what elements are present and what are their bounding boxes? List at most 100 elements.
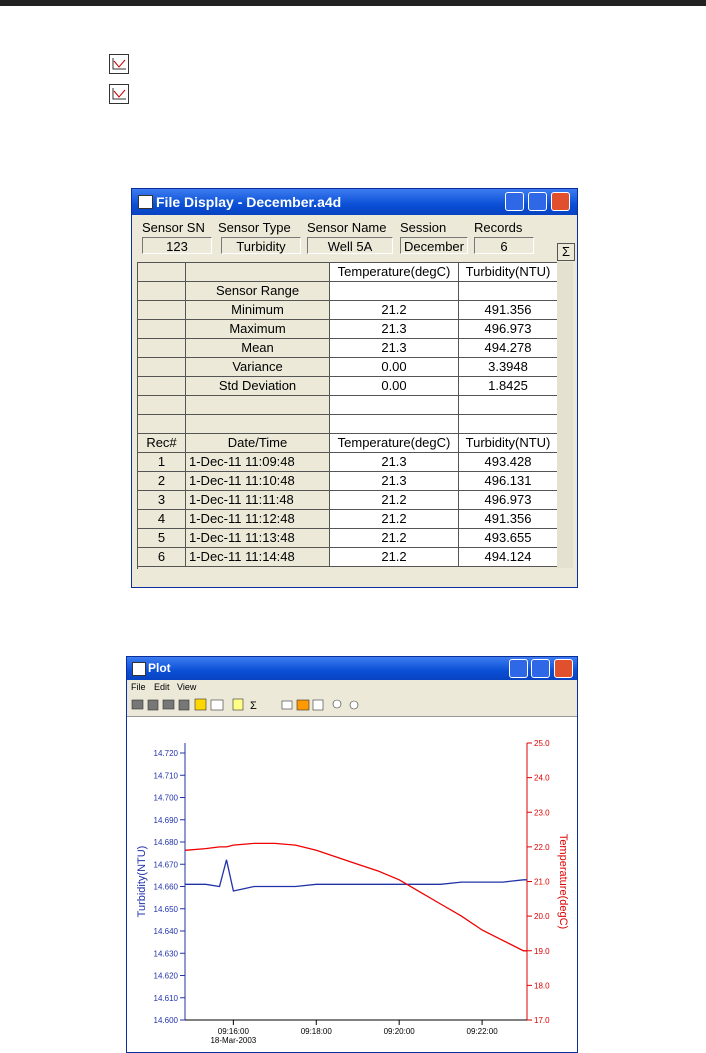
y2-tick-label: 17.0 (534, 1016, 550, 1025)
y2-axis-label: Temperature(degC) (557, 834, 569, 929)
column-header: Turbidity(NTU) (459, 263, 558, 282)
close-button[interactable] (551, 192, 570, 211)
stat-value: 0.00 (330, 377, 459, 396)
stat-value: 0.00 (330, 358, 459, 377)
column-header: Temperature(degC) (330, 263, 459, 282)
row-header (138, 320, 186, 339)
record-cell: 21.2 (330, 491, 459, 510)
x-tick-label: 09:22:00 (467, 1027, 499, 1036)
maximize-button[interactable] (531, 659, 550, 678)
row-header (138, 415, 186, 434)
field-label: Records (474, 220, 523, 235)
field-value: Well 5A (307, 237, 393, 254)
file-display-window: File Display - December.a4d Sensor SN 123… (131, 188, 578, 588)
y-tick-label: 14.650 (154, 905, 179, 914)
y-tick-label: 14.660 (154, 883, 179, 892)
sigma-button[interactable]: Σ (557, 243, 575, 261)
y2-tick-label: 23.0 (534, 808, 550, 817)
row-header (138, 339, 186, 358)
close-button[interactable] (554, 659, 573, 678)
column-header: Temperature(degC) (330, 434, 459, 453)
minimize-button[interactable] (505, 192, 524, 211)
y-tick-label: 14.700 (154, 794, 179, 803)
row-header (138, 301, 186, 320)
y-tick-label: 14.670 (154, 860, 179, 869)
y-tick-label: 14.610 (154, 994, 179, 1003)
stat-value: 21.3 (330, 320, 459, 339)
scrollbar[interactable] (557, 262, 573, 568)
blank-cell (330, 396, 459, 415)
blank-cell (186, 396, 330, 415)
window-title: File Display - December.a4d (156, 194, 342, 210)
record-cell: 1-Dec-11 11:11:48 (186, 491, 330, 510)
title-bar: Plot (127, 657, 577, 680)
record-cell: 491.356 (459, 510, 558, 529)
menu-bar: File Edit View (127, 680, 577, 694)
series-line (184, 842, 527, 952)
record-cell: 1-Dec-11 11:12:48 (186, 510, 330, 529)
column-header: Date/Time (186, 434, 330, 453)
row-header (138, 263, 186, 282)
record-cell: 21.2 (330, 548, 459, 567)
record-cell: 2 (138, 472, 186, 491)
menu-item[interactable]: Edit (154, 682, 170, 692)
stat-value: 3.3948 (459, 358, 558, 377)
window-title: Plot (148, 661, 171, 675)
y2-tick-label: 19.0 (534, 947, 550, 956)
record-cell: 1-Dec-11 11:09:48 (186, 453, 330, 472)
record-cell: 4 (138, 510, 186, 529)
stat-label: Maximum (186, 320, 330, 339)
stat-value (330, 282, 459, 301)
stat-label: Mean (186, 339, 330, 358)
data-grid: Temperature(degC) Turbidity(NTU) Sensor Ra… (137, 262, 558, 569)
title-bar: File Display - December.a4d (132, 189, 577, 215)
series-line (185, 859, 527, 892)
stat-label: Minimum (186, 301, 330, 320)
y-tick-label: 14.630 (154, 949, 179, 958)
y-axis-label: Turbidity(NTU) (136, 846, 148, 918)
y-tick-label: 14.600 (154, 1016, 179, 1025)
menu-item[interactable]: File (131, 682, 146, 692)
field-value: Turbidity (221, 237, 301, 254)
minimize-button[interactable] (509, 659, 528, 678)
window-icon (132, 662, 146, 676)
y-tick-label: 14.680 (154, 838, 179, 847)
toolbar-glyph: Σ (250, 700, 257, 712)
y2-tick-label: 18.0 (534, 981, 550, 990)
record-cell: 494.124 (459, 548, 558, 567)
window-icon (138, 195, 153, 209)
stat-value: 21.3 (330, 339, 459, 358)
plot-window: Plot File Edit View Σ (126, 656, 578, 1053)
field-label: Sensor Type (218, 220, 291, 235)
x-tick-label: 09:16:00 (218, 1027, 250, 1036)
maximize-button[interactable] (528, 192, 547, 211)
column-header: Rec# (138, 434, 186, 453)
icon-glyph (112, 58, 126, 70)
header-cell (186, 263, 330, 282)
row-header (138, 396, 186, 415)
y2-tick-label: 21.0 (534, 878, 550, 887)
record-cell: 493.428 (459, 453, 558, 472)
y2-tick-label: 25.0 (534, 739, 550, 748)
field-value: December (400, 237, 468, 254)
column-header: Turbidity(NTU) (459, 434, 558, 453)
top-bar (0, 0, 706, 6)
stat-value: 1.8425 (459, 377, 558, 396)
plot-icon[interactable] (109, 54, 129, 74)
plot-icon[interactable] (109, 84, 129, 104)
field-value: 6 (474, 237, 534, 254)
record-cell: 1-Dec-11 11:13:48 (186, 529, 330, 548)
blank-cell (186, 415, 330, 434)
record-cell: 1 (138, 453, 186, 472)
y2-tick-label: 22.0 (534, 843, 550, 852)
y-tick-label: 14.620 (154, 972, 179, 981)
record-cell: 1-Dec-11 11:14:48 (186, 548, 330, 567)
y2-tick-label: 24.0 (534, 774, 550, 783)
record-cell: 496.973 (459, 491, 558, 510)
record-cell: 21.2 (330, 529, 459, 548)
menu-item[interactable]: View (177, 682, 197, 692)
icon-glyph (112, 88, 126, 100)
record-cell: 21.3 (330, 472, 459, 491)
